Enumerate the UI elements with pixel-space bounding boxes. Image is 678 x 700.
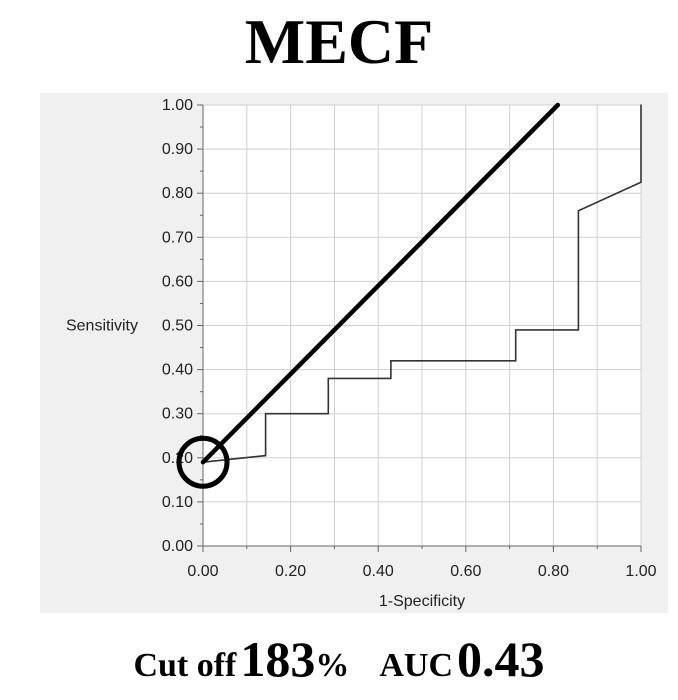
- x-tick-label: 1.00: [625, 563, 656, 580]
- y-tick-label: 0.40: [162, 362, 193, 379]
- annotations: [176, 435, 230, 489]
- x-axis-label: 1-Specificity: [379, 593, 465, 610]
- auc-value: 0.43: [457, 631, 545, 687]
- chart-title: MECF: [244, 6, 434, 77]
- x-tick-label: 0.80: [538, 563, 569, 580]
- y-tick-labels: 0.000.100.200.300.400.500.600.700.800.90…: [162, 97, 193, 555]
- series-group: [200, 102, 642, 465]
- cutoff-value: 183: [240, 631, 316, 687]
- axes: [197, 104, 642, 552]
- roc-curve-line: [202, 104, 642, 464]
- cutoff-unit: %: [315, 647, 350, 684]
- y-tick-label: 0.10: [162, 494, 193, 511]
- auc-label: AUC: [379, 647, 454, 684]
- cutoff-label: Cut off: [133, 647, 237, 684]
- x-tick-label: 0.60: [450, 563, 481, 580]
- footer: Cut off 183% AUC 0.43: [0, 630, 678, 688]
- cutoff-line: [200, 102, 561, 465]
- x-tick-label: 0.40: [363, 563, 394, 580]
- y-tick-label: 0.00: [162, 538, 193, 555]
- grid-lines: [203, 104, 642, 546]
- y-tick-label: 0.50: [162, 318, 193, 335]
- x-tick-label: 0.20: [275, 563, 306, 580]
- y-tick-label: 1.00: [162, 97, 193, 114]
- y-axis-label: Sensitivity: [66, 318, 138, 335]
- cutoff-marker-circle: [176, 435, 230, 489]
- x-tick-labels: 0.00 0.20 0.40 0.60 0.80 1.00: [187, 563, 656, 580]
- y-tick-label: 0.60: [162, 273, 193, 290]
- y-tick-label: 0.80: [162, 185, 193, 202]
- x-tick-label: 0.00: [187, 563, 218, 580]
- y-tick-label: 0.90: [162, 141, 193, 158]
- y-tick-label: 0.30: [162, 406, 193, 423]
- y-tick-label: 0.70: [162, 229, 193, 246]
